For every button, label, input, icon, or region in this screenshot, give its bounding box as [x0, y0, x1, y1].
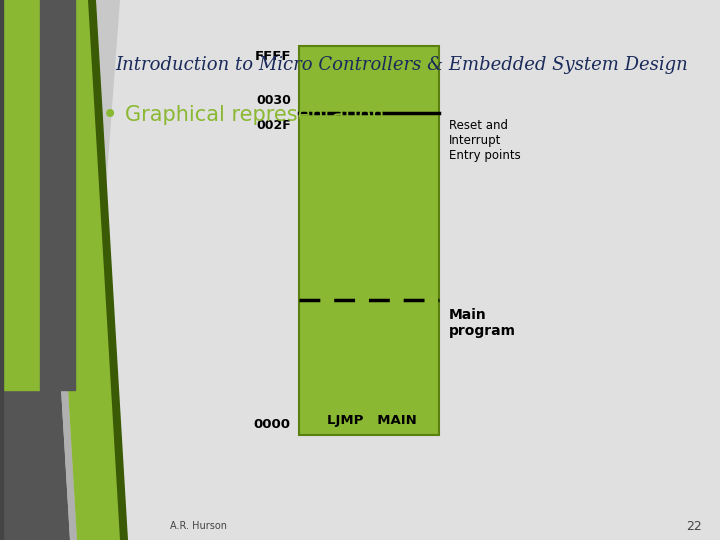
Text: LJMP   MAIN: LJMP MAIN [327, 414, 417, 427]
Text: 22: 22 [686, 519, 702, 532]
Polygon shape [38, 0, 77, 540]
Bar [0, 0, 3, 540]
Bar [0, 0, 40, 390]
Text: FFFF: FFFF [254, 50, 291, 63]
Text: A.R. Hurson: A.R. Hurson [170, 521, 227, 531]
Polygon shape [0, 0, 70, 540]
Polygon shape [88, 0, 128, 540]
Bar [40, 0, 75, 390]
Text: Graphical representation: Graphical representation [125, 105, 384, 125]
Polygon shape [45, 0, 122, 540]
Text: 0030: 0030 [256, 94, 291, 107]
Text: Reset and
Interrupt
Entry points: Reset and Interrupt Entry points [449, 119, 521, 163]
Bar [299, 46, 439, 435]
Text: •: • [102, 101, 118, 129]
Polygon shape [0, 0, 120, 540]
Text: Introduction to Micro Controllers & Embedded System Design: Introduction to Micro Controllers & Embe… [115, 56, 688, 74]
Text: 002F: 002F [256, 119, 291, 132]
Text: Main
program: Main program [449, 308, 516, 338]
Text: 0000: 0000 [254, 418, 291, 431]
